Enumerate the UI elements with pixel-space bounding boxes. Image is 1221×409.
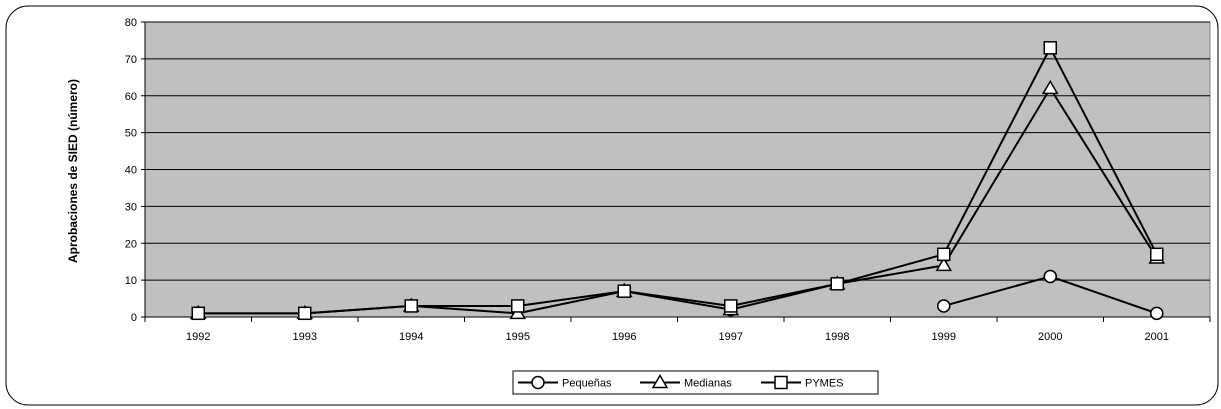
legend-item-medianas: Medianas bbox=[640, 374, 732, 390]
legend-marker-peque-as bbox=[531, 375, 545, 390]
y-tick-label: 70 bbox=[125, 54, 137, 66]
y-tick-label: 80 bbox=[125, 17, 137, 29]
legend-label: Medianas bbox=[684, 378, 732, 390]
y-tick-label: 10 bbox=[125, 275, 137, 287]
data-point-pymes bbox=[617, 284, 631, 298]
x-tick-label: 1996 bbox=[612, 331, 636, 343]
data-point-peque-as bbox=[1043, 269, 1057, 284]
data-point-medianas bbox=[1041, 79, 1059, 95]
data-point-pymes bbox=[404, 299, 418, 313]
y-axis-label: Aprobaciones de SIED (número) bbox=[66, 79, 80, 263]
data-point-pymes bbox=[298, 306, 312, 321]
data-point-pymes bbox=[724, 299, 738, 313]
y-tick-label: 60 bbox=[125, 91, 137, 103]
data-point-medianas bbox=[935, 256, 953, 272]
series-line-pymes bbox=[198, 45, 1158, 315]
legend-marker-pymes bbox=[774, 375, 788, 390]
x-tick-label: 1993 bbox=[293, 331, 317, 343]
gridlines bbox=[145, 21, 1210, 281]
legend-label: PYMES bbox=[805, 378, 844, 390]
legend: Pequeñas Medianas PYMES bbox=[512, 370, 879, 395]
x-tick-label: 1999 bbox=[932, 331, 956, 343]
legend-item-pymes: PYMES bbox=[761, 375, 844, 390]
y-tick-labels: 0 10 20 30 40 50 60 70 80 bbox=[125, 17, 137, 324]
series-pymes bbox=[191, 41, 1164, 321]
data-point-pymes bbox=[1150, 247, 1164, 262]
x-tick-label: 1992 bbox=[186, 331, 210, 343]
axes bbox=[141, 21, 1211, 322]
y-tick-label: 20 bbox=[125, 238, 137, 250]
x-tick-label: 1995 bbox=[506, 331, 530, 343]
x-tick-label: 2000 bbox=[1038, 331, 1062, 343]
data-point-pymes bbox=[830, 277, 844, 291]
data-point-pymes bbox=[511, 299, 525, 313]
y-tick-label: 0 bbox=[131, 312, 137, 324]
y-tick-label: 50 bbox=[125, 128, 137, 140]
x-tick-label: 2001 bbox=[1145, 331, 1169, 343]
x-tick-label: 1994 bbox=[399, 331, 423, 343]
data-point-peque-as bbox=[1150, 306, 1164, 321]
legend-label: Pequeñas bbox=[562, 378, 612, 390]
y-tick-label: 30 bbox=[125, 201, 137, 213]
series-layer bbox=[189, 41, 1166, 321]
data-point-peque-as bbox=[937, 299, 951, 313]
y-tick-label: 40 bbox=[125, 165, 137, 177]
data-point-pymes bbox=[937, 247, 951, 262]
data-point-pymes bbox=[191, 306, 205, 321]
data-point-pymes bbox=[1043, 41, 1057, 55]
x-tick-label: 1998 bbox=[825, 331, 849, 343]
x-tick-label: 1997 bbox=[719, 331, 743, 343]
x-tick-labels: 1992 1993 1994 1995 1996 1997 1998 1999 2000 2001 bbox=[186, 331, 1169, 343]
legend-item-peque-as: Pequeñas bbox=[518, 375, 612, 390]
legend-marker-medianas bbox=[651, 374, 669, 389]
